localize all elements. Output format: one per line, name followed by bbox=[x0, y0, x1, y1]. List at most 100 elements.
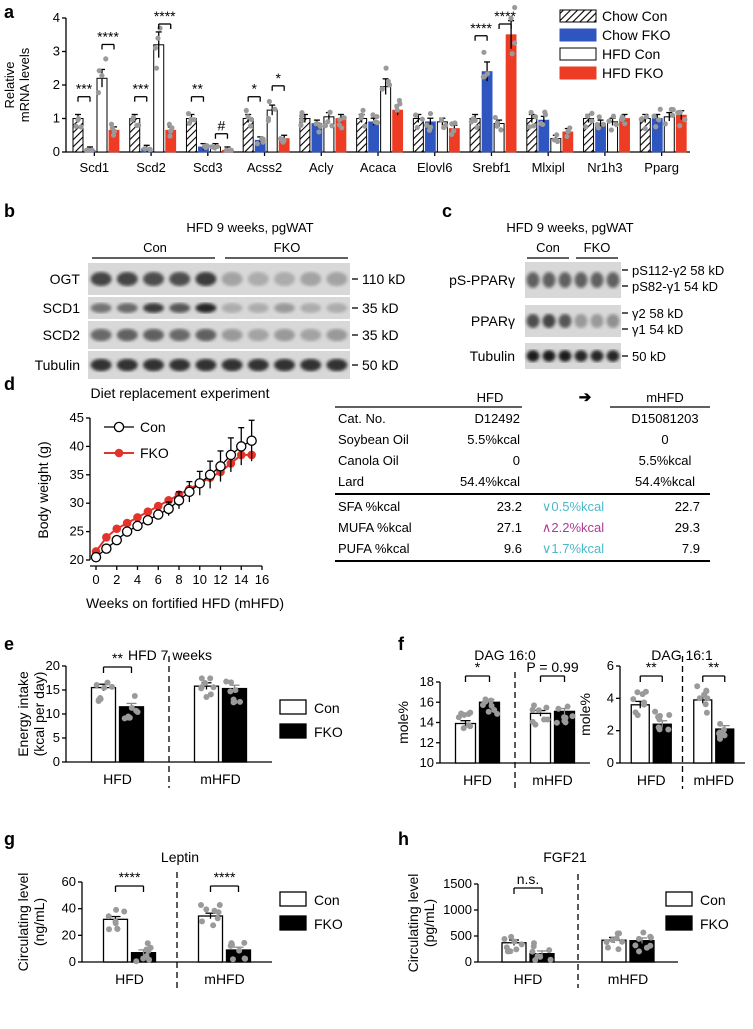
panel_g-data-point bbox=[113, 906, 120, 913]
panel_e-sig-label: ** bbox=[112, 650, 123, 666]
panel_h-data-point bbox=[635, 935, 642, 942]
panel_g-data-point bbox=[112, 918, 119, 925]
panel-b-ogt-band bbox=[247, 271, 269, 287]
panel-a-x-label: Elovl6 bbox=[417, 160, 452, 175]
diet-table-hfd-value: 5.5%kcal bbox=[467, 432, 520, 447]
panel-a-data-point bbox=[480, 74, 486, 80]
panel-d-legend-con: Con bbox=[140, 419, 166, 435]
panel-b-scd1-band bbox=[221, 303, 243, 313]
panel-a-sig-label: **** bbox=[494, 8, 516, 24]
panel_f2-x-label: mHFD bbox=[694, 772, 734, 788]
panel_g-data-point bbox=[199, 918, 206, 925]
panel-a-data-point bbox=[279, 138, 286, 144]
diet-table-row-label: Soybean Oil bbox=[338, 432, 409, 447]
panel-d-fko-point bbox=[143, 507, 153, 517]
panel-a-data-point bbox=[103, 56, 109, 62]
panel-c-blot-row-band bbox=[590, 272, 604, 288]
panel_e-y-tick-label: 20 bbox=[46, 658, 60, 673]
panel-c-row-label: Tubulin bbox=[470, 348, 515, 364]
panel_e-data-point bbox=[131, 692, 138, 699]
panel-a-data-point bbox=[327, 109, 333, 115]
panel_e-ylabel: Energy intake bbox=[15, 671, 31, 757]
panel_f2-data-point bbox=[694, 683, 701, 690]
panel_g-ylabel: Circulating level bbox=[15, 873, 31, 972]
panel-a-x-label: Srebf1 bbox=[472, 160, 510, 175]
panel-a-x-label: Scd3 bbox=[193, 160, 223, 175]
panel-a-data-point bbox=[438, 117, 445, 123]
panel_h-y-tick-label: 0 bbox=[465, 954, 472, 969]
panel_f2-data-point bbox=[703, 709, 710, 716]
panel-a-data-point bbox=[481, 49, 487, 55]
panel_g-legend-label: FKO bbox=[314, 916, 343, 932]
panel-b-row-label: OGT bbox=[50, 271, 81, 287]
panel-b-scd2-band bbox=[221, 328, 243, 342]
panel_h-ylabel: (pg/mL) bbox=[421, 899, 437, 947]
panel-a-data-point bbox=[142, 146, 148, 152]
diet-table-header: HFD bbox=[477, 390, 504, 405]
panel_h-data-point bbox=[537, 953, 544, 960]
panel_e-data-point bbox=[198, 685, 205, 692]
panel_f1-data-point bbox=[553, 719, 560, 726]
panel_f1-sig-label: P = 0.99 bbox=[526, 659, 579, 675]
panel-b-tubulin-band bbox=[195, 358, 217, 372]
panel_h-data-point bbox=[619, 938, 626, 945]
panel_f1-ylabel: mole% bbox=[395, 701, 411, 744]
panel-d-y-tick-label: 20 bbox=[70, 552, 84, 567]
panel-d-fko-line bbox=[95, 453, 252, 553]
panel_f2-data-point bbox=[717, 720, 724, 727]
panel-a-sig-label: * bbox=[251, 81, 257, 97]
panel-b-scd1-band bbox=[169, 303, 191, 313]
panel-a-bar bbox=[368, 121, 380, 153]
panel_g-ylabel: (ng/mL) bbox=[31, 898, 47, 946]
panel-c-kd: pS112-γ2 58 kD bbox=[632, 263, 724, 278]
panel-a-data-point bbox=[325, 119, 331, 125]
panel-a-data-point bbox=[130, 114, 136, 121]
panel_f1-y-tick-label: 18 bbox=[420, 674, 434, 689]
panel-a-ylabel: Relative bbox=[2, 62, 17, 109]
panel-a-data-point bbox=[317, 123, 323, 129]
panel_f2-data-point bbox=[721, 732, 728, 739]
panel-b-scd2-band bbox=[247, 328, 269, 342]
panel-c-blot-row-band bbox=[606, 313, 620, 329]
panel_e-data-point bbox=[101, 684, 108, 691]
panel-a-data-point bbox=[554, 132, 560, 138]
panel_f1-data-point bbox=[562, 719, 569, 726]
panel_e-bar bbox=[118, 706, 145, 763]
panel-a-y-tick-label: 4 bbox=[53, 10, 60, 25]
panel_h-data-point bbox=[615, 946, 622, 953]
panel-b-scd2-band bbox=[195, 328, 217, 342]
panel_e-ylabel: (kcal per day) bbox=[31, 672, 47, 757]
panel-a-data-point bbox=[155, 35, 161, 41]
panel-c-blot-row-bands bbox=[526, 350, 620, 362]
panel_e-y-tick-label: 15 bbox=[46, 682, 60, 697]
panel-d-con-point bbox=[173, 495, 185, 506]
panel_h-data-point bbox=[609, 936, 616, 943]
diet-table-change: ∧2.2%kcal bbox=[542, 520, 604, 535]
panel-c-blot-row-band bbox=[558, 313, 572, 329]
panel_g-data-point bbox=[105, 913, 112, 920]
panel_f2-data-point bbox=[701, 691, 708, 698]
panel-c-blot-row-strip bbox=[525, 262, 621, 298]
panel-a-data-point bbox=[337, 117, 343, 123]
panel-a-y-tick-label: 1 bbox=[53, 111, 60, 126]
panel_e-data-point bbox=[97, 695, 104, 702]
panel_f1-data-point bbox=[467, 723, 474, 730]
panel_g-data-point bbox=[241, 939, 248, 946]
panel-a-data-point bbox=[228, 147, 234, 153]
panel-c-group-con: Con bbox=[536, 240, 560, 255]
panel-a-sig-label: *** bbox=[76, 81, 93, 97]
panel-b-tubulin-band bbox=[169, 358, 191, 372]
panel-d-legend-fko-marker bbox=[114, 448, 124, 458]
diet-table-hfd-value: 0 bbox=[513, 453, 520, 468]
panel-b-scd1-band bbox=[143, 303, 164, 313]
panel-a-data-point bbox=[247, 123, 254, 129]
panel-a-data-point bbox=[362, 123, 368, 129]
panel-label-f: f bbox=[398, 634, 405, 654]
panel-label-e: e bbox=[4, 634, 14, 654]
panel_e-data-point bbox=[207, 675, 214, 682]
panel-b-scd1-strip bbox=[88, 297, 350, 319]
panel-a-data-point bbox=[110, 132, 117, 138]
panel-a-data-point bbox=[606, 118, 612, 124]
panel-d-con-point bbox=[142, 514, 154, 526]
panel-a-data-point bbox=[494, 123, 500, 129]
